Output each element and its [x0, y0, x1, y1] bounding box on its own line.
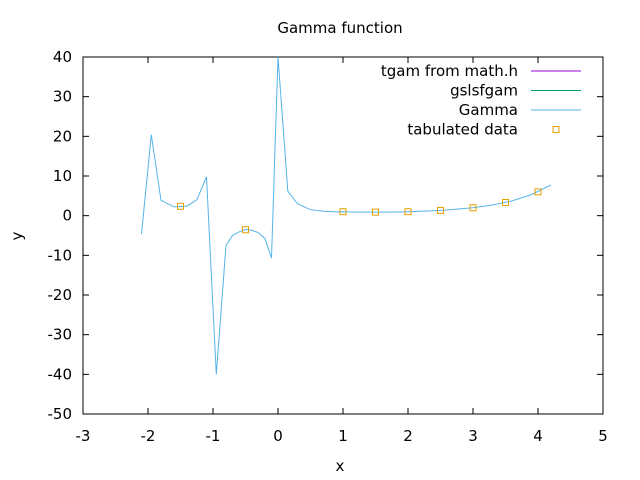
series-layer: [141, 56, 552, 375]
data-point-marker: [404, 208, 412, 216]
data-point-marker: [339, 208, 347, 216]
data-point-marker: [534, 188, 542, 196]
legend-label: gslsfgam: [450, 82, 518, 100]
data-point-marker: [177, 202, 184, 210]
x-tick-label: -2: [141, 427, 156, 445]
x-tick-label: -1: [206, 427, 221, 445]
legend-marker-sample: [552, 126, 560, 133]
y-tick-label: -20: [48, 286, 73, 304]
y-tick-label: 30: [53, 88, 72, 106]
legend-label: tgam from math.h: [381, 62, 518, 80]
data-point-marker: [469, 204, 477, 212]
y-tick-label: -10: [48, 246, 73, 264]
x-tick-label: 0: [273, 427, 283, 445]
data-point-marker: [242, 226, 249, 234]
chart-title: Gamma function: [277, 19, 402, 37]
y-tick-label: 40: [53, 48, 72, 66]
y-tick-label: -50: [48, 405, 73, 423]
y-tick-label: -40: [48, 365, 73, 383]
data-point-marker: [372, 208, 379, 216]
x-tick-label: 1: [338, 427, 348, 445]
plot-border: [82, 56, 604, 415]
data-point-marker: [437, 206, 444, 214]
y-tick-label: 0: [62, 207, 72, 225]
y-tick-label: 10: [53, 167, 72, 185]
data-point-marker: [502, 198, 509, 206]
plot-frame: [82, 56, 604, 415]
x-tick-label: 2: [403, 427, 413, 445]
x-tick-label: 3: [468, 427, 478, 445]
legend-label: Gamma: [459, 101, 518, 119]
x-tick-label: 4: [533, 427, 543, 445]
x-axis-label: x: [336, 457, 345, 475]
y-tick-label: 20: [53, 127, 72, 145]
x-tick-label: 5: [598, 427, 608, 445]
x-tick-label: -3: [76, 427, 91, 445]
legend-label: tabulated data: [407, 121, 518, 139]
y-tick-label: -30: [48, 326, 73, 344]
y-axis-label: y: [8, 231, 26, 240]
